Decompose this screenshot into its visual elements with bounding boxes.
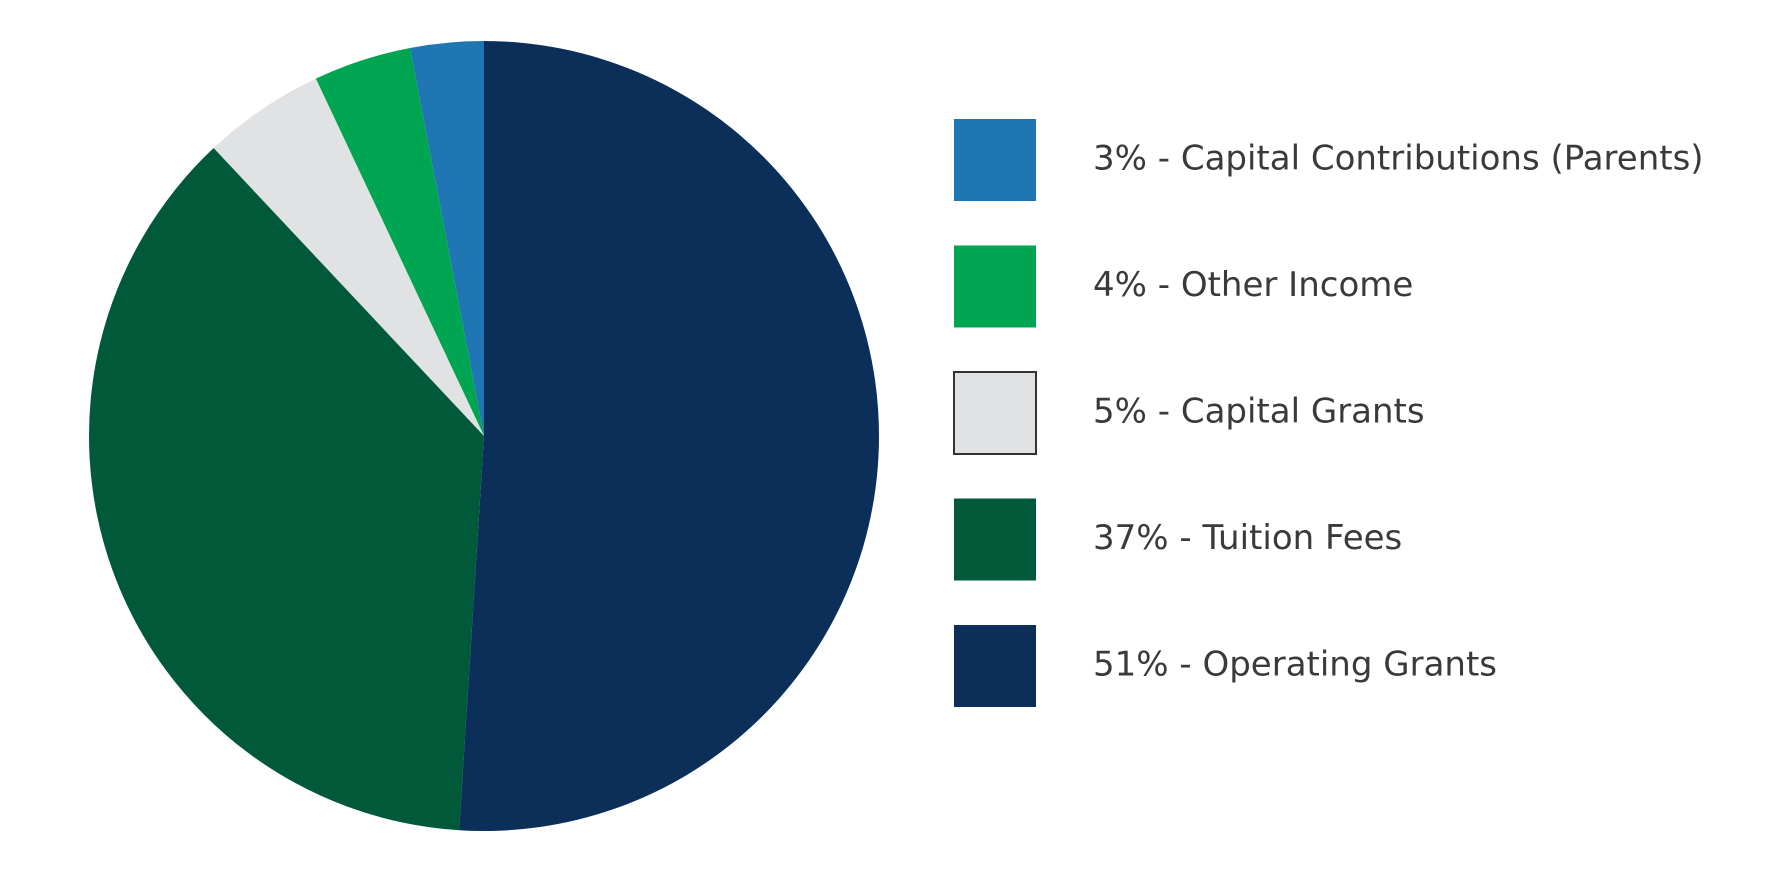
legend-label: 51% - Operating Grants [1093,645,1497,685]
pie-slice [315,47,484,437]
legend-label: 5% - Capital Grants [1093,392,1425,432]
legend-label: 3% - Capital Contributions (Parents) [1093,139,1704,179]
legend-swatch [954,119,1036,201]
legend-swatch [954,498,1036,581]
legend-label: 37% - Tuition Fees [1093,518,1402,558]
pie-slice [213,78,485,436]
legend-swatch [954,245,1036,328]
pie-slice [88,148,484,831]
legend-swatch [954,625,1036,707]
legend-swatch [953,371,1037,455]
pie-slice [409,41,484,436]
pie-slice [459,41,879,831]
legend-label: 4% - Other Income [1093,265,1413,305]
